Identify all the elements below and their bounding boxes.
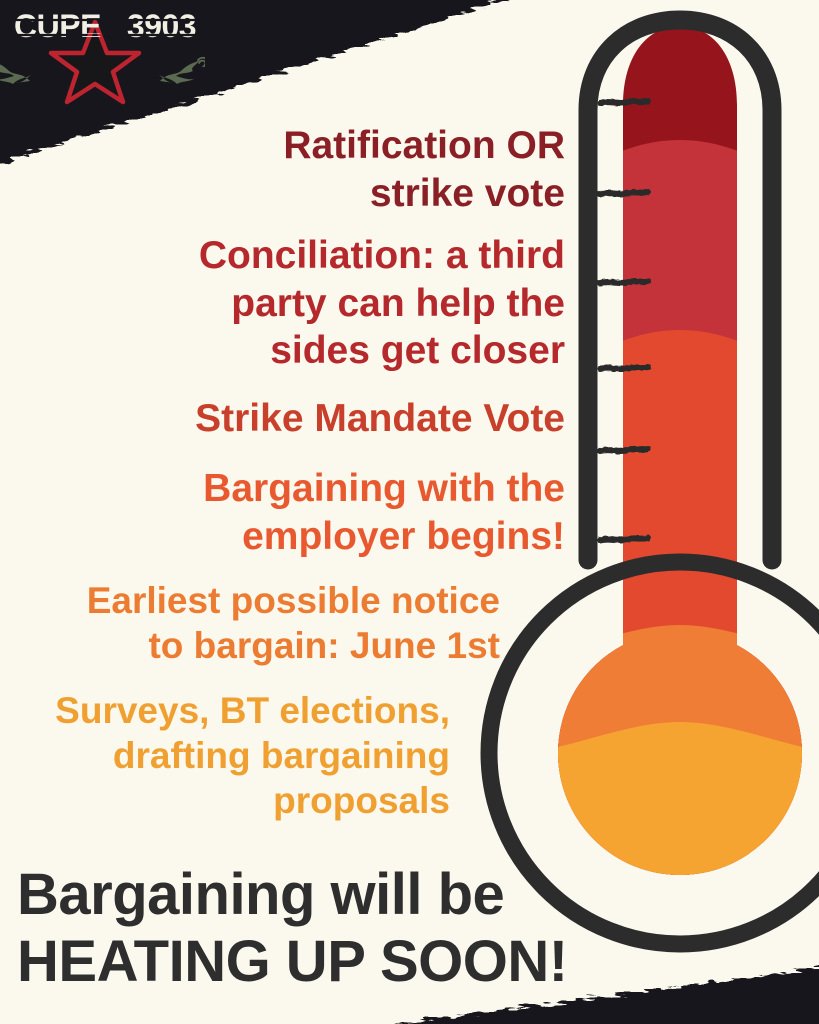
svg-text:CUPE3903: CUPE 3903 bbox=[14, 8, 196, 44]
